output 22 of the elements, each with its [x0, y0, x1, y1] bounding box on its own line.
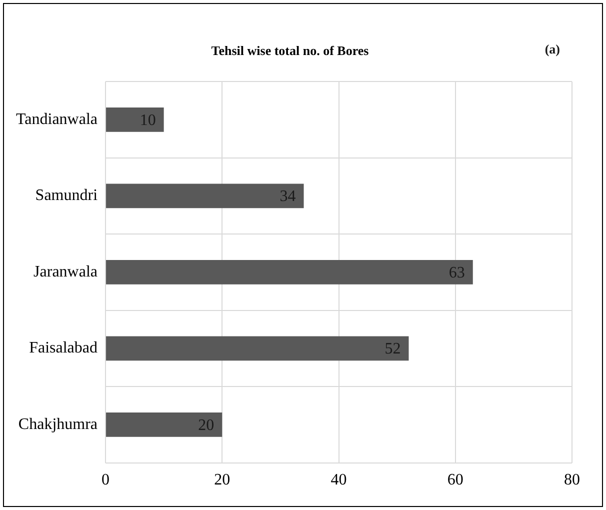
- chart-title: Tehsil wise total no. of Bores: [211, 43, 369, 58]
- y-tick-label: Chakjhumra: [18, 416, 98, 433]
- x-tick-label: 40: [330, 472, 347, 489]
- data-label: 10: [140, 112, 156, 129]
- bar: [106, 184, 304, 208]
- y-tick-label: Samundri: [35, 187, 98, 204]
- x-tick-label: 20: [214, 472, 230, 489]
- data-label: 34: [280, 188, 296, 206]
- data-label: 63: [448, 264, 465, 282]
- bar: [106, 108, 164, 132]
- bar: [106, 412, 222, 437]
- y-tick-label: Jaranwala: [34, 263, 98, 280]
- bar: [106, 336, 409, 361]
- bar: [106, 260, 473, 284]
- data-label: 52: [384, 340, 401, 358]
- y-tick-label: Faisalabad: [29, 340, 98, 357]
- x-tick-label: 0: [102, 472, 110, 489]
- x-tick-label: 60: [447, 472, 464, 489]
- x-tick-label: 80: [564, 472, 580, 489]
- data-label: 20: [198, 416, 214, 434]
- y-tick-label: Tandianwala: [16, 110, 98, 128]
- text: (a): [544, 41, 560, 56]
